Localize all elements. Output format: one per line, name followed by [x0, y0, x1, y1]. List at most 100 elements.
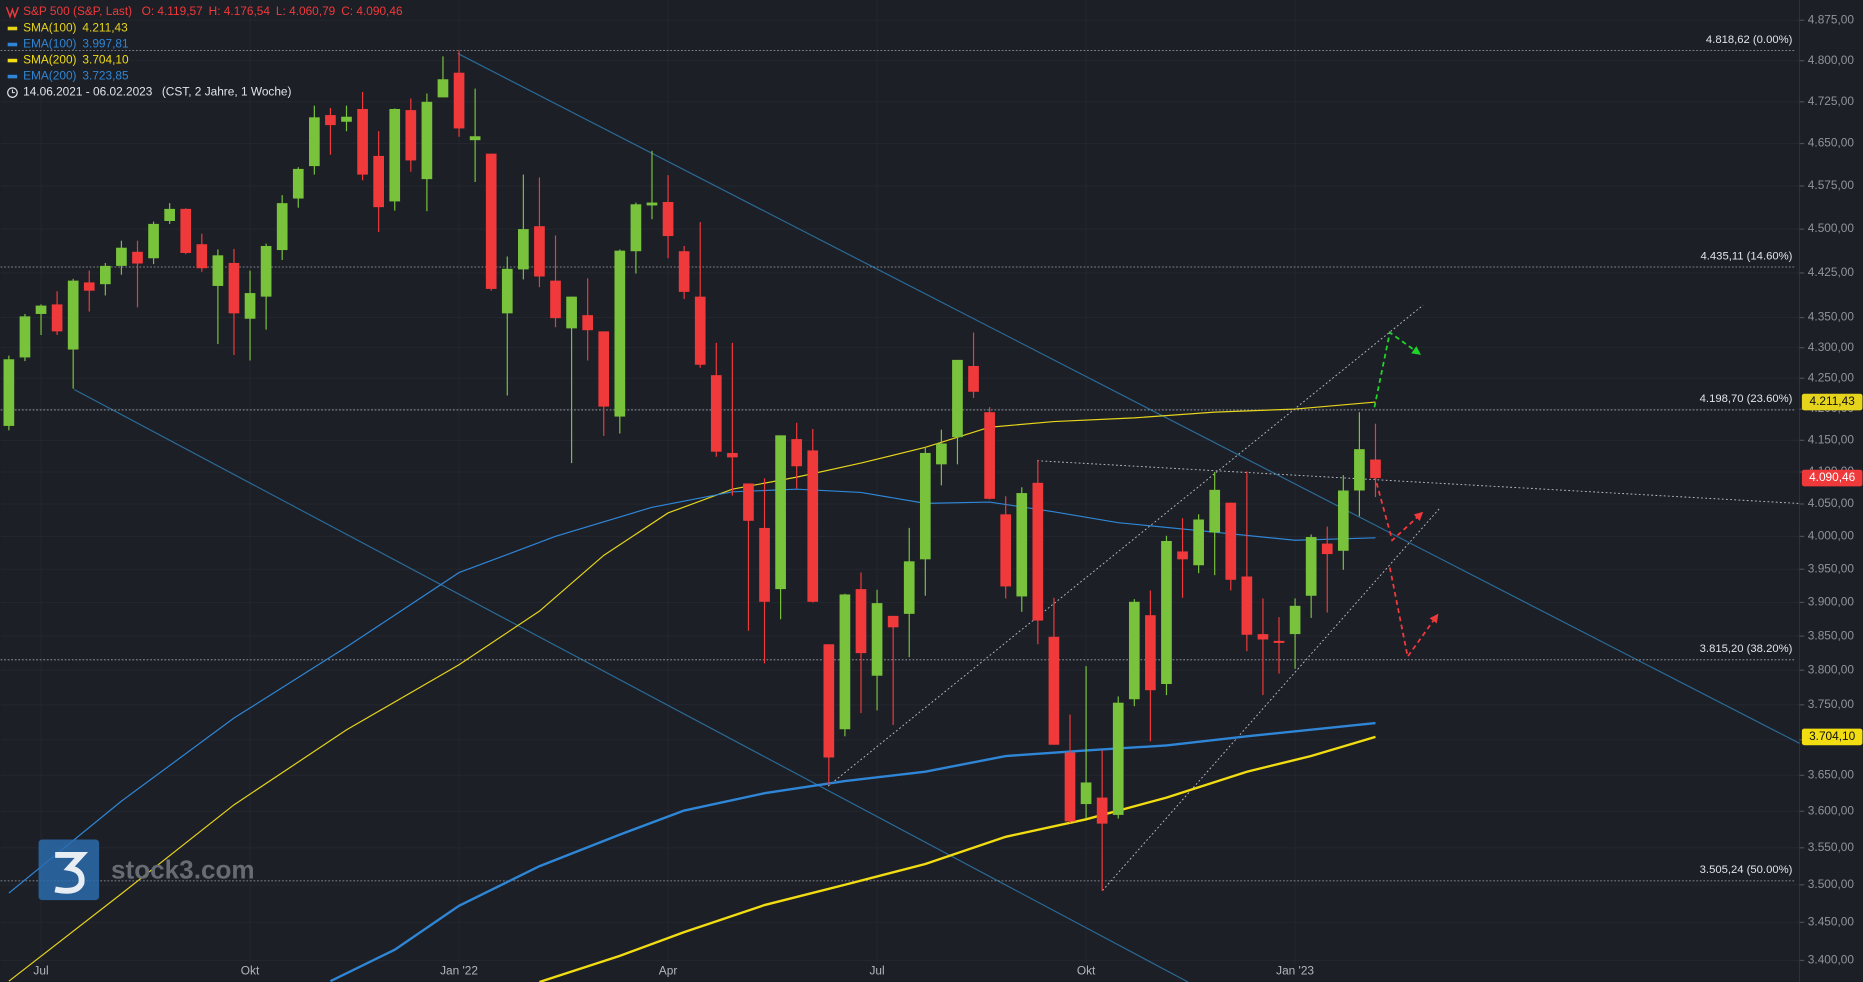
candle-body	[614, 250, 626, 417]
candle-body	[1128, 601, 1140, 700]
candle-body	[887, 615, 899, 628]
x-tick-label: Okt	[241, 963, 260, 977]
candle-body	[1257, 634, 1269, 640]
candle-body	[453, 72, 465, 129]
candle-body	[1032, 482, 1044, 621]
candle-body	[678, 251, 690, 292]
legend-name: EMA(100)	[23, 37, 76, 51]
fib-label: 4.435,11 (14.60%)	[1701, 250, 1793, 262]
candle-body	[1370, 459, 1381, 479]
legend-name: SMA(100)	[23, 21, 76, 35]
instrument-name: S&P 500 (S&P, Last)	[23, 4, 132, 18]
candle-body	[1112, 702, 1124, 815]
candle-body	[1064, 752, 1076, 822]
candle-body	[180, 208, 192, 253]
candle-body	[1305, 537, 1317, 596]
y-tick-label: 3.900,00	[1808, 595, 1855, 609]
legend-value: 3.723,85	[82, 69, 129, 83]
candle-body	[325, 115, 336, 126]
y-tick-label: 4.725,00	[1808, 94, 1855, 108]
drawings	[73, 52, 1800, 982]
candle-body	[148, 223, 159, 259]
clock-hands	[11, 89, 15, 94]
candle-body	[1321, 543, 1333, 555]
candle-body	[646, 202, 658, 206]
y-tick-label: 3.400,00	[1808, 953, 1855, 967]
y-tick-label: 4.300,00	[1808, 340, 1855, 354]
y-tick-label: 3.500,00	[1808, 877, 1855, 891]
candle-body	[357, 108, 368, 175]
candle-body	[1145, 615, 1156, 691]
candle-body	[871, 603, 883, 676]
candle-body	[132, 251, 143, 264]
legend-title: S&P 500 (S&P, Last) O: 4.119,57 H: 4.176,5…	[23, 4, 403, 18]
candle-body	[405, 110, 417, 161]
candle-body	[373, 155, 385, 208]
legend-entry: EMA(100) 3.997,81	[23, 37, 129, 51]
candle-body	[501, 268, 513, 314]
legend-swatch	[7, 74, 18, 79]
candle-body	[212, 255, 224, 286]
y-tick-label: 4.425,00	[1808, 265, 1855, 279]
y-tick-label: 3.650,00	[1808, 767, 1855, 781]
y-tick-label: 3.750,00	[1808, 697, 1855, 711]
candle-body	[936, 443, 947, 465]
candle-body	[292, 168, 304, 199]
watermark-text: stock3.com	[111, 854, 255, 884]
ohlc-low: L: 4.060,79	[276, 4, 336, 18]
y-tick-label: 3.950,00	[1808, 561, 1855, 575]
price-badge-label: 3.704,10	[1809, 729, 1856, 743]
price-badge	[1801, 469, 1863, 487]
price-axis: 4.875,00 4.800,00 4.725,00 4.650,00 4.575,00…	[33, 12, 1863, 977]
x-tick-label: Jul	[33, 963, 48, 977]
y-tick-label: 4.650,00	[1808, 136, 1855, 150]
dotted-line	[1037, 460, 1800, 504]
candle-body	[1241, 576, 1253, 635]
scenario-arrows	[1373, 330, 1439, 659]
legend-value: 4.211,43	[82, 21, 128, 35]
candle-body	[839, 594, 851, 730]
watermark: stock3.com	[38, 839, 255, 901]
candle-body	[743, 483, 754, 521]
y-tick-label: 4.875,00	[1808, 12, 1855, 26]
fib-label: 3.505,24 (50.00%)	[1700, 864, 1793, 876]
candle-body	[550, 280, 561, 319]
candle-body	[99, 265, 111, 285]
candle-body	[1096, 797, 1108, 824]
fib-levels: 4.818,62 (0.00%) 4.435,11 (14.60%) 4.198,7…	[0, 34, 1796, 882]
candle-body	[694, 296, 706, 365]
y-tick-label: 4.000,00	[1808, 529, 1855, 543]
candle-body	[164, 208, 175, 221]
legend-name: EMA(200)	[23, 69, 76, 83]
candle-body	[228, 262, 240, 314]
candle-body	[598, 331, 610, 407]
x-tick-label: Jul	[869, 963, 884, 977]
candle-body	[518, 229, 529, 270]
candle-body	[116, 247, 127, 266]
candle-body	[727, 452, 738, 458]
candle-body	[968, 365, 979, 392]
candle-body	[1337, 490, 1349, 551]
candle-body	[67, 280, 79, 350]
candle-body	[309, 117, 320, 167]
y-tick-label: 4.800,00	[1808, 53, 1855, 67]
candle-body	[83, 282, 95, 291]
candle-body	[1209, 489, 1221, 533]
ohlc-high: H: 4.176,54	[209, 4, 271, 18]
candle-body	[1080, 782, 1092, 805]
y-tick-label: 4.050,00	[1808, 496, 1855, 510]
dotted-line	[827, 304, 1424, 787]
candle-body	[196, 244, 208, 269]
legend-entry: EMA(200) 3.723,85	[23, 69, 129, 83]
candle-body	[469, 136, 481, 141]
trend-line	[457, 52, 1800, 744]
fib-label: 4.818,62 (0.00%)	[1706, 34, 1793, 46]
legend: S&P 500 (S&P, Last) O: 4.119,57 H: 4.176,5…	[5, 4, 403, 99]
candle-body	[1177, 551, 1188, 560]
dotted-line	[1102, 507, 1441, 891]
price-badge-label: 4.211,43	[1810, 394, 1856, 408]
moving-average-line	[329, 721, 1376, 982]
y-tick-label: 3.600,00	[1808, 803, 1855, 817]
moving-average-line	[8, 488, 1376, 894]
